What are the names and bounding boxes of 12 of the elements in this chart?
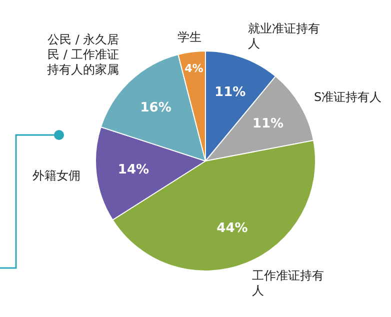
data-label: 4% xyxy=(184,62,204,76)
data-label: 44% xyxy=(216,220,248,236)
slice-label: 外籍女佣 xyxy=(32,168,80,183)
data-label: 14% xyxy=(118,162,150,178)
data-label: 11% xyxy=(252,116,284,132)
slice-label: 公民 / 永久居民 / 工作准证持有人的家属 xyxy=(47,32,120,77)
slice-label: S准证持有人 xyxy=(314,90,382,104)
data-label: 11% xyxy=(214,85,246,100)
data-label: 16% xyxy=(140,100,172,116)
slice-label: 工作准证持有人 xyxy=(252,268,324,298)
slice-label: 就业准证持有人 xyxy=(248,21,320,50)
slice-label: 学生 xyxy=(178,30,202,44)
